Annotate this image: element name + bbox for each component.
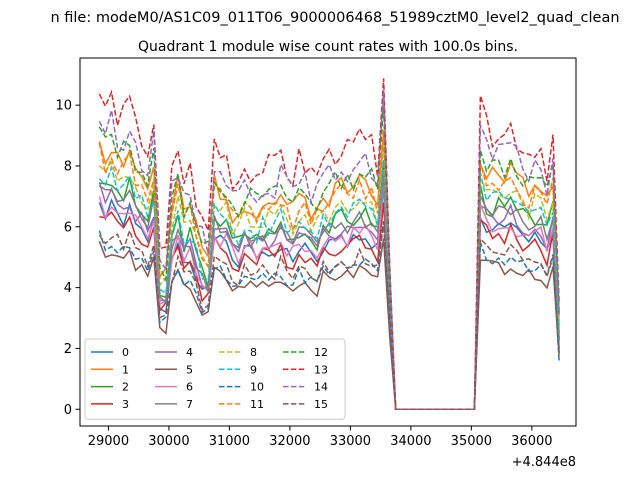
legend-box xyxy=(84,338,346,420)
x-offset-text: +4.844e8 xyxy=(512,455,576,470)
legend-label-1: 1 xyxy=(122,363,129,376)
legend-label-8: 8 xyxy=(250,346,257,359)
series-line-14 xyxy=(98,90,560,411)
plot-frame xyxy=(79,57,577,427)
y-tick-label: 8 xyxy=(64,159,72,174)
series-line-13 xyxy=(98,78,560,411)
series-line-0 xyxy=(98,188,560,411)
x-tick-label: 33000 xyxy=(330,434,371,449)
y-axis: 0 2 4 6 8 10 xyxy=(55,99,80,418)
y-tick-label: 0 xyxy=(64,403,72,418)
legend-label-13: 13 xyxy=(314,363,328,376)
x-tick-label: 36000 xyxy=(511,434,552,449)
legend-label-9: 9 xyxy=(250,363,257,376)
legend-label-0: 0 xyxy=(122,346,129,359)
x-tick-label: 30000 xyxy=(148,434,189,449)
legend-label-4: 4 xyxy=(186,346,193,359)
plot-lines xyxy=(98,78,560,411)
legend-label-3: 3 xyxy=(122,398,129,411)
x-tick-label: 35000 xyxy=(451,434,492,449)
y-tick-label: 2 xyxy=(64,342,72,357)
x-axis: 29000 30000 31000 32000 33000 34000 35000 36000 xyxy=(88,426,553,449)
series-line-3 xyxy=(99,202,560,411)
series-line-11 xyxy=(98,137,560,411)
legend-label-15: 15 xyxy=(314,398,328,411)
x-tick-label: 34000 xyxy=(390,434,431,449)
legend-label-12: 12 xyxy=(314,346,328,359)
series-line-15 xyxy=(98,220,560,411)
legend-label-7: 7 xyxy=(186,398,193,411)
x-tick-label: 32000 xyxy=(269,434,310,449)
legend-label-6: 6 xyxy=(186,381,193,394)
y-tick-label: 4 xyxy=(64,281,72,296)
x-tick-label: 29000 xyxy=(88,434,129,449)
legend-label-5: 5 xyxy=(186,363,193,376)
series-line-2 xyxy=(99,160,560,411)
legend-label-14: 14 xyxy=(314,381,328,394)
series-line-6 xyxy=(98,180,560,411)
legend-label-11: 11 xyxy=(250,398,264,411)
legend-label-10: 10 xyxy=(250,381,264,394)
x-tick-label: 31000 xyxy=(209,434,250,449)
series-line-12 xyxy=(98,105,560,411)
y-tick-label: 6 xyxy=(64,220,72,235)
legend-label-2: 2 xyxy=(122,381,129,394)
chart-title: Quadrant 1 module wise count rates with … xyxy=(138,39,518,55)
y-tick-label: 10 xyxy=(55,99,72,114)
series-line-9 xyxy=(98,160,560,411)
series-line-10 xyxy=(98,222,560,411)
figure-suptitle: n file: modeM0/AS1C09_011T06_9000006468_… xyxy=(50,10,619,26)
